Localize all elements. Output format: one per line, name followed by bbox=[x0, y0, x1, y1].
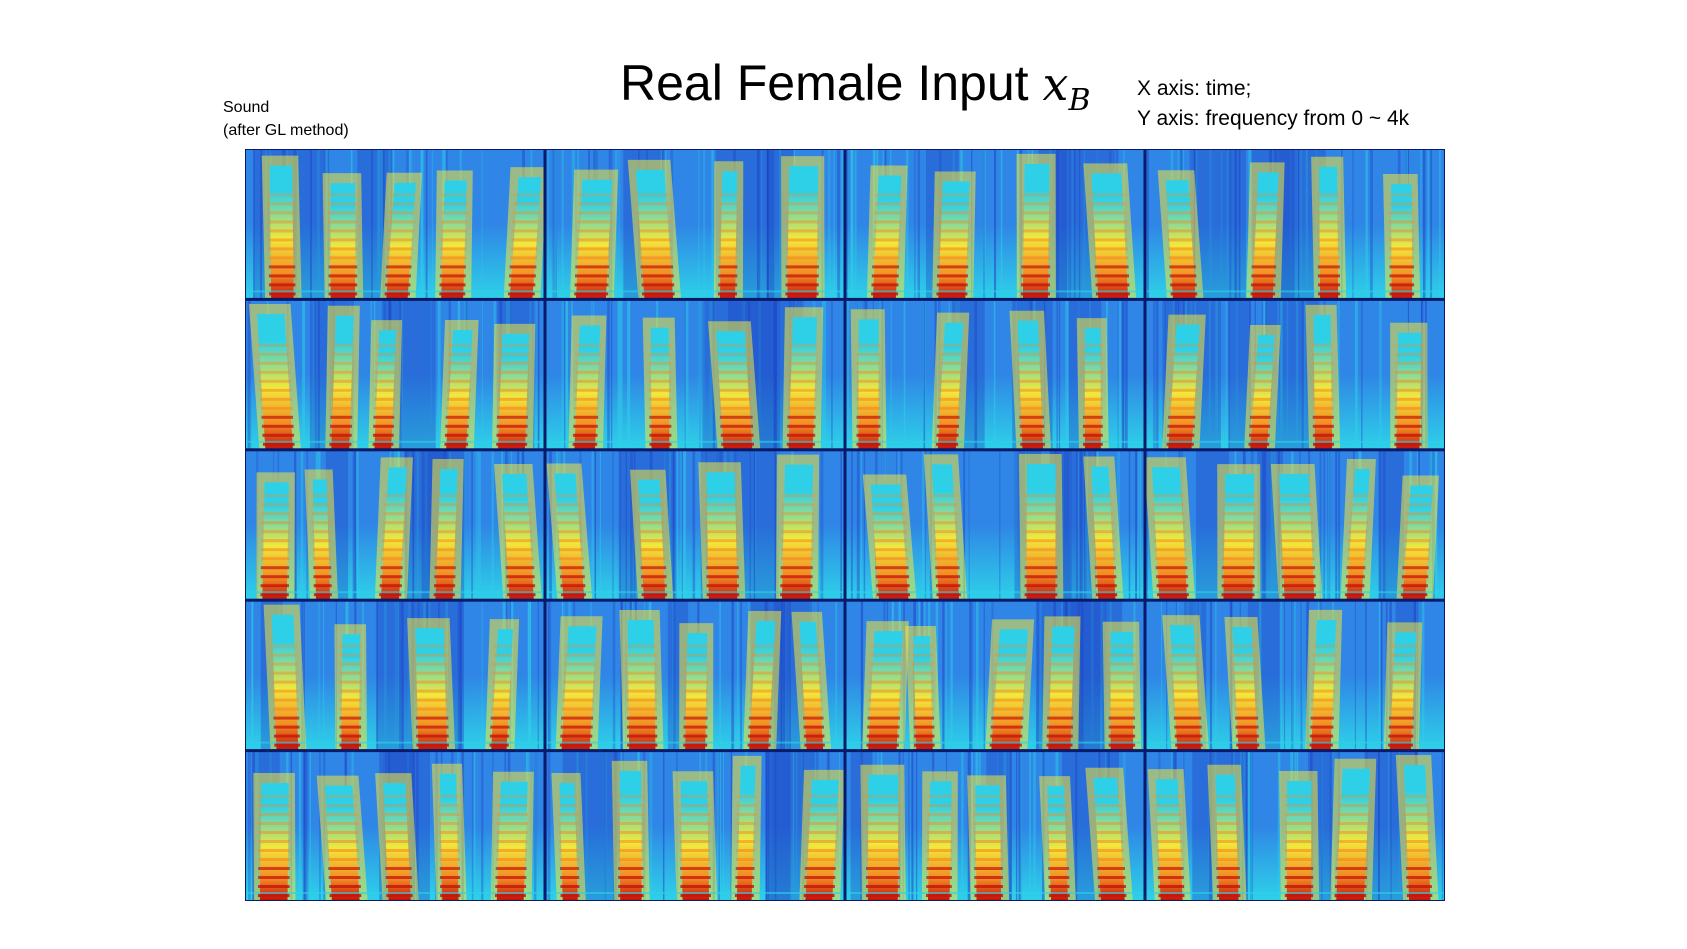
spectrogram-tile bbox=[246, 751, 544, 900]
axis-description: X axis: time; Y axis: frequency from 0 ~… bbox=[1137, 74, 1409, 134]
spectrogram-tile bbox=[546, 150, 844, 299]
title-subscript: B bbox=[1068, 83, 1091, 118]
sound-label-line2: (after GL method) bbox=[223, 122, 349, 139]
spectrogram-tile bbox=[246, 150, 544, 299]
spectrogram-tile bbox=[546, 300, 844, 449]
spectrogram-tile bbox=[1146, 751, 1444, 900]
spectrogram-tile bbox=[246, 450, 544, 600]
tile-separator bbox=[245, 749, 1445, 753]
spectrogram-tile bbox=[246, 601, 544, 750]
spectrogram-tile bbox=[546, 450, 844, 600]
tile-separator bbox=[1143, 149, 1147, 901]
title-text: Real Female Input bbox=[620, 55, 1029, 111]
spectrogram-tile bbox=[846, 601, 1144, 750]
axis-note-y: Y axis: frequency from 0 ~ 4k bbox=[1137, 107, 1410, 130]
spectrogram-tile bbox=[1146, 300, 1444, 449]
spectrogram-grid bbox=[245, 149, 1445, 901]
spectrogram-tile bbox=[846, 751, 1144, 900]
spectrogram-tile bbox=[546, 601, 844, 750]
slide-title: Real Female Input xB bbox=[620, 58, 1091, 116]
tile-separator bbox=[245, 297, 1445, 301]
spectrogram-tile bbox=[1146, 601, 1444, 750]
spectrogram-tile bbox=[846, 300, 1144, 449]
tile-separator bbox=[543, 149, 547, 901]
sound-label-line1: Sound bbox=[223, 99, 270, 116]
title-variable: xB bbox=[1042, 57, 1091, 118]
spectrogram-tile bbox=[1146, 150, 1444, 299]
tile-separator bbox=[245, 448, 1445, 452]
axis-note-x: X axis: time; bbox=[1137, 77, 1252, 100]
spectrogram-tile bbox=[546, 751, 844, 900]
spectrogram-tile bbox=[1146, 450, 1444, 600]
tile-separator bbox=[245, 598, 1445, 602]
spectrogram-tile bbox=[246, 300, 544, 449]
sound-label: Sound (after GL method) bbox=[223, 96, 349, 142]
spectrogram-tile bbox=[846, 150, 1144, 299]
tile-separator bbox=[843, 149, 847, 901]
spectrogram-tile bbox=[846, 450, 1144, 600]
spectrogram-grid-svg bbox=[245, 149, 1445, 901]
